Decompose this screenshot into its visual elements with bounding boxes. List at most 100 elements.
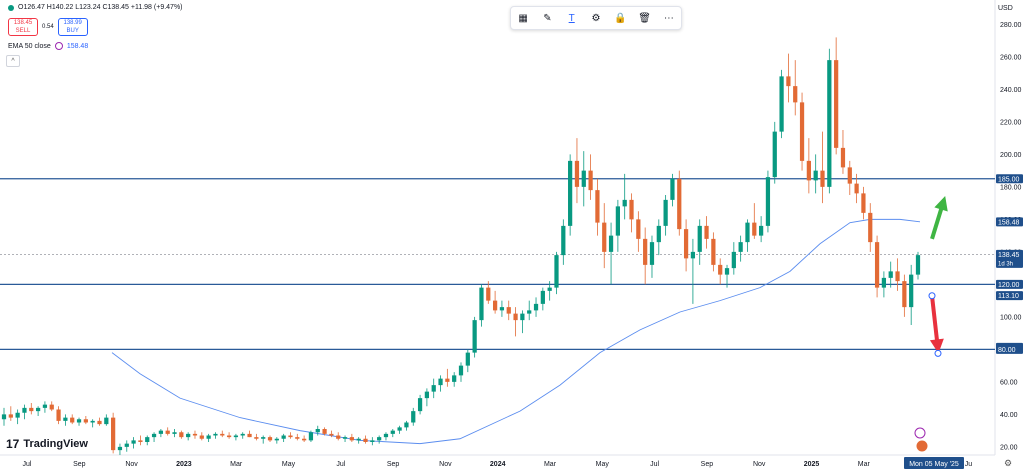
candle-body	[90, 420, 95, 423]
event-icon	[914, 427, 926, 439]
candle-body	[581, 170, 586, 187]
candle-body	[397, 427, 402, 431]
candle-body	[629, 199, 634, 220]
candle-body	[15, 412, 20, 418]
x-tick-label: May	[596, 461, 610, 468]
candle-body	[765, 177, 771, 226]
candle-body	[281, 435, 286, 439]
candle-body	[874, 242, 880, 288]
settings-gear-icon[interactable]: ⚙	[1004, 458, 1013, 468]
candle-body	[786, 76, 791, 87]
candle-body	[206, 435, 211, 439]
candle-body	[199, 435, 204, 439]
lock-icon[interactable]: 🔒	[614, 12, 627, 24]
price-label-box	[996, 291, 1023, 301]
sell-price: 138.45	[13, 20, 33, 26]
candle-body	[861, 193, 866, 213]
candle-body	[745, 222, 750, 243]
buy-button[interactable]: 138.99 BUY	[57, 18, 88, 36]
candle-body	[834, 60, 839, 148]
candle-body	[131, 440, 136, 444]
trash-icon[interactable]: 🗑	[638, 12, 651, 24]
candle-body	[117, 446, 123, 451]
candle-body	[881, 277, 887, 288]
y-tick-label: 180.00	[1000, 184, 1022, 191]
candle-body	[56, 409, 61, 421]
candle-body	[383, 433, 389, 438]
candle-body	[909, 274, 914, 308]
candle-body	[902, 281, 907, 308]
sell-button[interactable]: 138.45 SELL	[8, 18, 38, 36]
candle-body	[192, 433, 198, 436]
y-tick-label: 240.00	[1000, 87, 1022, 94]
x-tick-label: Jul	[23, 461, 32, 468]
candle-body	[615, 206, 620, 236]
candle-body	[540, 290, 545, 304]
x-tick-label: Nov	[125, 461, 138, 468]
x-tick-label: May	[282, 461, 296, 468]
x-tick-label: Mar	[858, 461, 871, 468]
candle-body	[595, 190, 600, 223]
trade-panel: 138.45 SELL 0.54 138.99 BUY	[8, 18, 88, 36]
candle-body	[683, 229, 689, 259]
candle-body	[492, 300, 498, 311]
candle-body	[820, 170, 825, 187]
grid-icon[interactable]: ▦	[518, 12, 528, 24]
market-status-icon	[8, 4, 14, 11]
candle-body	[254, 437, 259, 439]
price-label-box	[996, 344, 1023, 354]
candle-body	[513, 313, 518, 321]
candle-body	[97, 420, 102, 425]
more-icon[interactable]: ⋯	[663, 12, 674, 24]
collapse-legend-button[interactable]: ^	[6, 55, 20, 67]
anchor-point-icon	[934, 349, 942, 357]
candle-body	[363, 438, 368, 442]
y-tick-label: 100.00	[1000, 314, 1022, 321]
text-icon[interactable]: T	[568, 12, 575, 24]
x-tick-label: 2024	[490, 461, 506, 468]
y-tick-label: 20.00	[1000, 444, 1018, 451]
candle-body	[274, 438, 279, 441]
brush-icon[interactable]: ✎	[543, 12, 552, 24]
price-label-text: 138.45	[998, 252, 1020, 259]
x-tick-label: Sep	[73, 461, 86, 468]
candle-body	[438, 378, 443, 386]
x-tick-label: Sep	[701, 461, 714, 468]
y-tick-label: 260.00	[1000, 54, 1022, 61]
price-label-box	[996, 174, 1023, 184]
tradingview-logo[interactable]: 17 TradingView	[6, 437, 88, 451]
indicator-settings-icon[interactable]	[54, 42, 63, 50]
candle-body	[731, 251, 736, 269]
x-tick-label: Jul	[650, 461, 659, 468]
candle-body	[663, 199, 668, 226]
candle-body	[308, 432, 314, 441]
anchor-point-icon	[928, 292, 936, 300]
ema-50-line	[111, 218, 921, 445]
candle-body	[813, 170, 818, 181]
price-label-box	[996, 279, 1023, 289]
candle-body	[561, 225, 566, 256]
candle-body	[670, 178, 675, 200]
candle-body	[417, 398, 423, 412]
candle-body	[63, 417, 68, 421]
x-tick-label: Nov	[753, 461, 766, 468]
y-tick-label: 40.00	[1000, 412, 1018, 419]
candle-body	[29, 407, 34, 412]
candle-body	[172, 432, 177, 434]
ema-legend[interactable]: EMA 50 close 158.48	[8, 42, 88, 50]
currency-label: USD	[998, 5, 1013, 12]
candle-body	[151, 433, 157, 438]
candle-body	[138, 440, 143, 442]
candle-body	[22, 407, 27, 413]
settings-icon[interactable]: ⚙	[591, 12, 601, 24]
candle-body	[847, 167, 852, 184]
candle-body	[220, 433, 225, 436]
candle-body	[677, 178, 682, 230]
buy-price: 138.99	[63, 20, 82, 26]
projection-arrow-head	[934, 196, 948, 212]
candle-body	[315, 429, 320, 433]
candle-body	[288, 435, 293, 438]
price-label-text: 158.48	[998, 219, 1020, 226]
candle-body	[690, 251, 696, 259]
